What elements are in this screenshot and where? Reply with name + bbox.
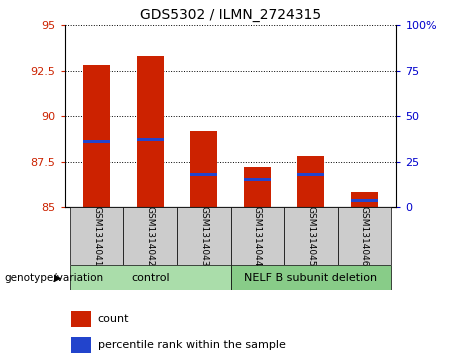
Bar bbox=[71, 337, 91, 353]
Bar bbox=[297, 156, 324, 207]
Text: GSM1314043: GSM1314043 bbox=[199, 206, 208, 266]
Bar bbox=[83, 65, 110, 207]
Text: GSM1314041: GSM1314041 bbox=[92, 206, 101, 266]
Text: NELF B subunit deletion: NELF B subunit deletion bbox=[244, 273, 378, 283]
Text: GSM1314042: GSM1314042 bbox=[146, 206, 155, 266]
Text: GSM1314045: GSM1314045 bbox=[306, 206, 315, 266]
Bar bbox=[284, 207, 337, 265]
Bar bbox=[351, 192, 378, 207]
Bar bbox=[230, 207, 284, 265]
Text: GSM1314044: GSM1314044 bbox=[253, 206, 262, 266]
Bar bbox=[137, 138, 164, 141]
Bar bbox=[244, 178, 271, 181]
Bar bbox=[177, 207, 230, 265]
Text: count: count bbox=[98, 314, 129, 324]
Bar bbox=[244, 167, 271, 207]
Bar bbox=[297, 173, 324, 176]
Bar bbox=[70, 207, 124, 265]
Bar bbox=[137, 56, 164, 207]
Bar bbox=[124, 207, 177, 265]
Bar bbox=[71, 311, 91, 327]
Text: genotype/variation: genotype/variation bbox=[5, 273, 104, 283]
Bar bbox=[230, 265, 391, 290]
Bar bbox=[337, 207, 391, 265]
Bar bbox=[190, 173, 217, 176]
Text: ▶: ▶ bbox=[54, 273, 61, 283]
Title: GDS5302 / ILMN_2724315: GDS5302 / ILMN_2724315 bbox=[140, 8, 321, 22]
Text: control: control bbox=[131, 273, 170, 283]
Bar bbox=[83, 140, 110, 143]
Bar bbox=[351, 199, 378, 202]
Text: GSM1314046: GSM1314046 bbox=[360, 206, 369, 266]
Bar bbox=[70, 265, 230, 290]
Text: percentile rank within the sample: percentile rank within the sample bbox=[98, 340, 286, 350]
Bar bbox=[190, 131, 217, 207]
